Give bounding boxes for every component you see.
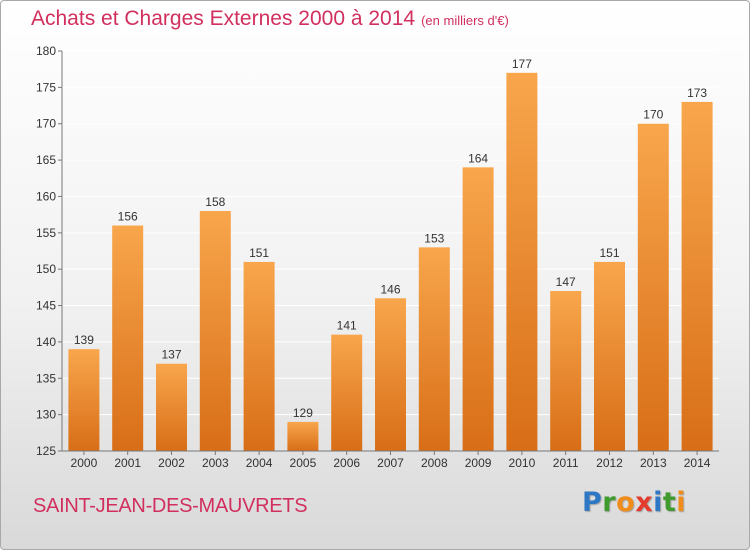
bar	[287, 421, 319, 451]
x-tick-label: 2003	[202, 456, 229, 470]
logo-letter: o	[616, 487, 636, 518]
y-tick-label: 135	[36, 371, 56, 385]
x-tick-label: 2004	[246, 456, 273, 470]
bar	[375, 298, 406, 451]
logo-letter: i	[676, 487, 687, 518]
unit-note: (en milliers d'€)	[421, 13, 509, 28]
bar-value-label: 158	[205, 195, 225, 209]
bar	[199, 211, 231, 451]
y-tick-label: 180	[36, 44, 56, 58]
y-tick-label: 170	[36, 117, 56, 131]
y-tick-label: 150	[36, 262, 56, 276]
x-tick-label: 2011	[553, 456, 579, 470]
bar-value-label: 141	[337, 319, 357, 333]
bar-value-label: 153	[424, 231, 444, 245]
y-tick-label: 165	[36, 153, 56, 167]
logo-letter: x	[635, 487, 654, 518]
bar	[637, 123, 669, 452]
commune-name: SAINT-JEAN-DES-MAUVRETS	[33, 495, 308, 517]
y-tick-label: 145	[36, 299, 56, 313]
chart-title: Achats et Charges Externes 2000 à 2014 (e…	[31, 7, 509, 31]
x-tick-label: 2010	[509, 456, 536, 470]
bar	[112, 225, 144, 451]
bar-value-label: 151	[599, 246, 619, 260]
x-tick-label: 2001	[114, 456, 141, 470]
bar-value-label: 170	[643, 108, 663, 122]
bar	[418, 247, 450, 451]
logo-letter: r	[602, 487, 617, 518]
y-tick-label: 175	[36, 80, 56, 94]
x-tick-label: 2008	[421, 456, 448, 470]
x-tick-label: 2007	[377, 456, 404, 470]
bar	[550, 291, 582, 451]
bar-value-label: 137	[161, 348, 181, 362]
bar	[594, 261, 625, 451]
y-tick-label: 160	[36, 189, 56, 203]
proxiti-logo: Proxiti	[582, 487, 686, 518]
x-tick-label: 2013	[640, 456, 667, 470]
logo-letter: P	[582, 487, 603, 518]
x-tick-label: 2014	[684, 456, 711, 470]
y-tick-label: 155	[36, 226, 56, 240]
bar-value-label: 146	[380, 282, 400, 296]
y-tick-label: 125	[36, 444, 56, 458]
bar	[68, 349, 100, 451]
bar-value-label: 173	[687, 86, 707, 100]
bar-value-label: 164	[468, 151, 488, 165]
x-tick-label: 2006	[333, 456, 360, 470]
logo-letter: i	[653, 487, 663, 518]
bar-value-label: 156	[118, 210, 138, 224]
bar	[243, 261, 275, 451]
bar-value-label: 177	[512, 57, 532, 71]
bar-value-label: 139	[74, 333, 94, 347]
bar-value-label: 129	[293, 406, 313, 420]
bar-value-label: 151	[249, 246, 269, 260]
x-tick-label: 2002	[158, 456, 185, 470]
bar-value-label: 147	[556, 275, 576, 289]
x-tick-label: 2012	[596, 456, 623, 470]
y-tick-label: 140	[36, 335, 56, 349]
bar	[506, 72, 538, 452]
bar	[156, 363, 187, 451]
x-tick-label: 2000	[71, 456, 98, 470]
bar	[681, 101, 713, 451]
y-tick-label: 130	[36, 408, 56, 422]
logo-letter: t	[662, 487, 677, 518]
x-tick-label: 2005	[290, 456, 317, 470]
bar	[462, 167, 494, 451]
chart-title-text: Achats et Charges Externes 2000 à 2014	[31, 7, 416, 30]
bar	[331, 334, 363, 451]
x-tick-label: 2009	[465, 456, 492, 470]
